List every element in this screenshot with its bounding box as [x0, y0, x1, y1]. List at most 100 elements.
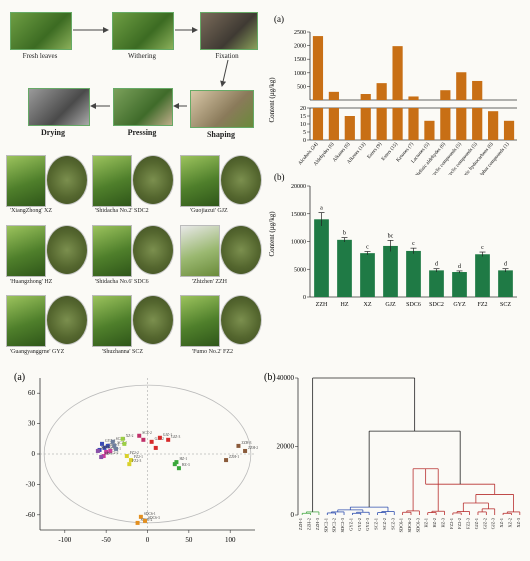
chart-c-xtick-label: -50 [101, 536, 111, 544]
volatile-class-bar-chart: (a) Content (µg/kg) 500 1000 1500 2000 2500 0… [268, 14, 517, 175]
chart-b-category-label: ZZH [316, 302, 328, 308]
chart-c-point-label: GJZ-3 [171, 435, 180, 439]
cultivar-photo-gyz [6, 295, 46, 347]
process-label-pressing: Pressing [127, 128, 157, 137]
chart-d-leaf-label: SDC2-2 [332, 518, 337, 532]
chart-c-ytick-label: 0 [32, 450, 36, 458]
chart-d-leaf-label: XZ-3 [516, 517, 521, 527]
chart-c-xtick-label: 0 [146, 536, 150, 544]
cultivar-photo-hz [6, 225, 46, 277]
cultivar-label-zzh: 'Zhizhen' ZZH [192, 279, 227, 285]
cultivar-photo-xz [6, 155, 46, 207]
chart-a-bar-upper [376, 83, 387, 100]
chart-b-bar [383, 245, 398, 297]
chart-c-point [122, 441, 127, 446]
cultivar-label-gjz: 'Guojiazui' GJZ [190, 208, 228, 214]
cultivar-leaf-scz [132, 295, 174, 345]
chart-d-leaf-label: GYZ-3 [365, 517, 370, 530]
chart-d-leaf-label: FZ2-1 [449, 518, 454, 529]
chart-d-leaf-label: HZ-3 [440, 517, 445, 527]
chart-b-bar [498, 270, 513, 297]
process-arrows [73, 27, 229, 109]
chart-c-point-label: FZ2-2 [130, 451, 139, 455]
chart-b-significance-letter: c [366, 244, 369, 250]
chart-c-point-label: GYZ-2 [105, 439, 116, 443]
chart-c-point [112, 443, 117, 448]
chart-b-category-label: SDC6 [406, 302, 421, 308]
chart-a-bar-lower [328, 108, 339, 140]
cultivar-label-sdc2: 'Shidacha No.2' SDC2 [95, 208, 149, 214]
cultivar-leaf-hz [46, 225, 88, 275]
chart-b-bar [452, 272, 467, 297]
chart-c-point [174, 460, 179, 465]
chart-d-ytick-label: 20000 [277, 443, 295, 451]
cultivar-photo-gjz [180, 155, 220, 207]
chart-d-leaf-label: SDC2-3 [340, 517, 345, 532]
chart-c-point [102, 445, 107, 450]
chart-c-point [101, 454, 106, 459]
chart-c-point [157, 435, 162, 440]
chart-d-leaf-label: SDC2-1 [323, 518, 328, 532]
chart-b-bar [475, 254, 490, 297]
chart-a-bar-lower [376, 108, 387, 140]
chart-c-panel-label: (a) [14, 372, 25, 383]
chart-c-point-label: ZZH-3 [241, 441, 251, 445]
chart-c-point-label: GYZ-3 [103, 445, 114, 449]
chart-c-point-label: SDC6-1 [144, 512, 156, 516]
chart-b-bar [314, 219, 329, 297]
chart-a-bar-lower [488, 111, 499, 140]
chart-b-category-label: HZ [341, 302, 349, 308]
chart-a-bar-lower [472, 108, 483, 140]
cultivar-photo-fz2 [180, 295, 220, 347]
chart-d-leaf-label: SCZ-2 [382, 518, 387, 530]
chart-c-point-label: FZ2-1 [134, 455, 143, 459]
chart-d-leaf-label: GJZ-2 [482, 518, 487, 529]
chart-b-category-label: FZ2 [477, 302, 487, 308]
chart-c-xtick-label: 50 [185, 536, 193, 544]
cultivar-leaf-fz2 [220, 295, 262, 345]
chart-a-ylabel: Content (µg/kg) [268, 77, 276, 123]
chart-c-point [110, 439, 115, 444]
chart-b-category-label: SCZ [500, 302, 511, 308]
chart-b-category-label: XZ [364, 302, 372, 308]
process-image-withering [112, 12, 174, 50]
cultivar-leaf-xz [46, 155, 88, 205]
cultivar-leaf-zzh [220, 225, 262, 275]
chart-d-leaf-label: XZ-2 [507, 518, 512, 528]
chart-d-leaf-label: ZZH-1 [298, 518, 303, 530]
chart-d-leaf-label: ZZH-2 [307, 518, 312, 530]
chart-a-panel-label: (a) [274, 14, 284, 24]
chart-d-leaf-label: SDC6-2 [407, 518, 412, 532]
chart-b-significance-letter: d [458, 264, 461, 270]
chart-a-upper-tick-label: 1500 [294, 57, 306, 63]
chart-c-point-label: SCZ-3 [116, 437, 126, 441]
process-image-fresh-leaves [10, 12, 72, 50]
chart-c-point-label: FZ2-3 [132, 459, 141, 463]
chart-a-bar-upper [440, 90, 451, 100]
chart-b-ytick-label: 0 [303, 295, 306, 301]
chart-b-significance-letter: b [343, 231, 346, 237]
chart-b-category-label: GYZ [453, 302, 466, 308]
chart-a-bar-upper [472, 80, 483, 100]
chart-d-leaf-label: GJZ-3 [491, 517, 496, 529]
chart-c-point [100, 441, 105, 446]
chart-c-point-label: SCZ-1 [117, 441, 127, 445]
chart-a-lower-tick-label: 15 [300, 114, 306, 120]
chart-d-leaf-label: HZ-1 [424, 518, 429, 528]
chart-d-leaf-label: GYZ-1 [348, 518, 353, 531]
chart-b-category-label: GJZ [385, 302, 396, 308]
chart-b-ytick-label: 10000 [291, 240, 306, 246]
cultivar-photo-scz [92, 295, 132, 347]
chart-c-point-label: XZ-1 [104, 452, 112, 456]
chart-c-point-label: XZ-3 [101, 446, 109, 450]
cultivar-photo-sdc2 [92, 155, 132, 207]
chart-c-point [243, 448, 248, 453]
chart-c-point-label: ZZH-1 [229, 455, 239, 459]
chart-b-significance-letter: d [435, 262, 438, 268]
chart-b-significance-letter: a [320, 206, 323, 212]
chart-b-significance-letter: c [412, 241, 415, 247]
chart-a-bar-lower [312, 108, 324, 140]
process-label-drying: Drying [41, 128, 65, 137]
chart-a-bar-upper [360, 94, 371, 100]
